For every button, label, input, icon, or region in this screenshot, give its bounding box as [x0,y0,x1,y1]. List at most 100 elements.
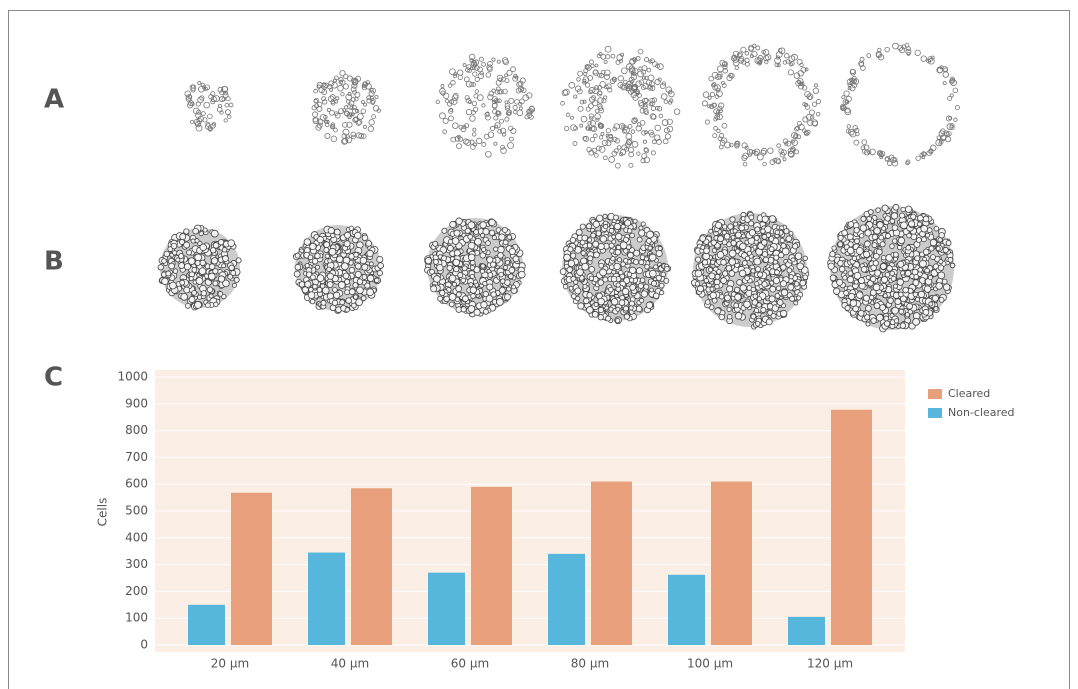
cell [840,106,845,111]
x-tick-label: 40 µm [331,657,369,671]
cell [897,260,905,268]
cell [922,308,930,316]
cell [599,268,607,277]
cell [937,237,943,243]
cell [354,262,362,270]
cell [905,159,911,165]
cell [661,119,669,126]
cell [348,225,355,231]
cell [930,254,936,260]
cell [643,97,649,103]
cell [760,228,766,234]
cell [579,223,586,230]
cell [363,125,367,129]
cell [754,226,761,233]
y-tick-label: 700 [125,450,148,464]
cell [870,275,877,283]
cell [522,94,529,102]
cell [659,83,666,90]
cell [210,229,219,238]
cell [484,112,490,118]
cell [639,108,646,114]
cell [621,287,630,296]
cell [454,135,461,142]
cell [497,252,504,259]
cell [583,135,590,142]
cell [309,298,316,305]
cell [298,281,306,288]
cell [205,302,211,308]
cell [947,257,954,263]
cell [575,295,581,302]
cell [728,258,736,266]
cell [783,228,790,235]
cell [699,235,706,242]
cell [439,289,446,296]
cell [859,224,868,232]
cell [488,218,496,227]
cell [212,268,219,275]
cell [312,283,318,290]
cell [722,64,728,70]
cell [785,59,790,64]
bar [428,572,465,645]
cell [599,235,607,243]
cell [872,260,879,267]
cell [501,226,508,233]
cell [866,216,872,222]
cell [714,283,720,290]
cell [740,46,747,53]
cell [512,255,520,263]
cell [750,313,757,320]
cell [628,305,634,311]
cell [707,267,714,273]
cell [586,223,592,230]
cell [495,110,501,116]
cell [597,306,605,314]
cell [920,224,928,233]
cell [640,290,648,298]
cell [661,81,667,86]
cell [844,108,852,116]
cell [847,221,855,228]
cell [765,318,773,326]
cell [352,89,357,95]
cell [833,287,841,295]
cell [854,238,860,245]
cell [837,234,844,241]
cell [230,270,237,276]
cell [197,96,204,104]
cell [580,115,588,123]
cell [950,77,956,84]
cell [316,236,324,244]
cell [376,255,384,263]
cell [360,295,367,301]
cell [914,255,921,262]
cell [608,264,615,270]
cell [356,119,363,125]
cell [307,291,316,299]
cell [455,285,463,293]
cell [169,281,177,290]
cell [851,82,858,89]
cell [865,275,871,281]
cell [197,294,203,300]
cell [504,73,508,78]
cell [673,108,681,115]
cell [212,280,219,287]
cell [653,264,659,270]
cell [649,97,655,104]
cell [900,221,908,230]
cell [946,123,954,130]
cell [889,243,895,249]
cell [467,234,473,240]
cell [606,134,614,142]
cell [469,286,477,294]
cell [312,111,319,118]
cell [316,84,322,89]
cell [790,257,796,263]
cell [649,101,655,107]
cell [346,99,351,104]
cell [732,59,740,67]
cell [730,234,736,240]
